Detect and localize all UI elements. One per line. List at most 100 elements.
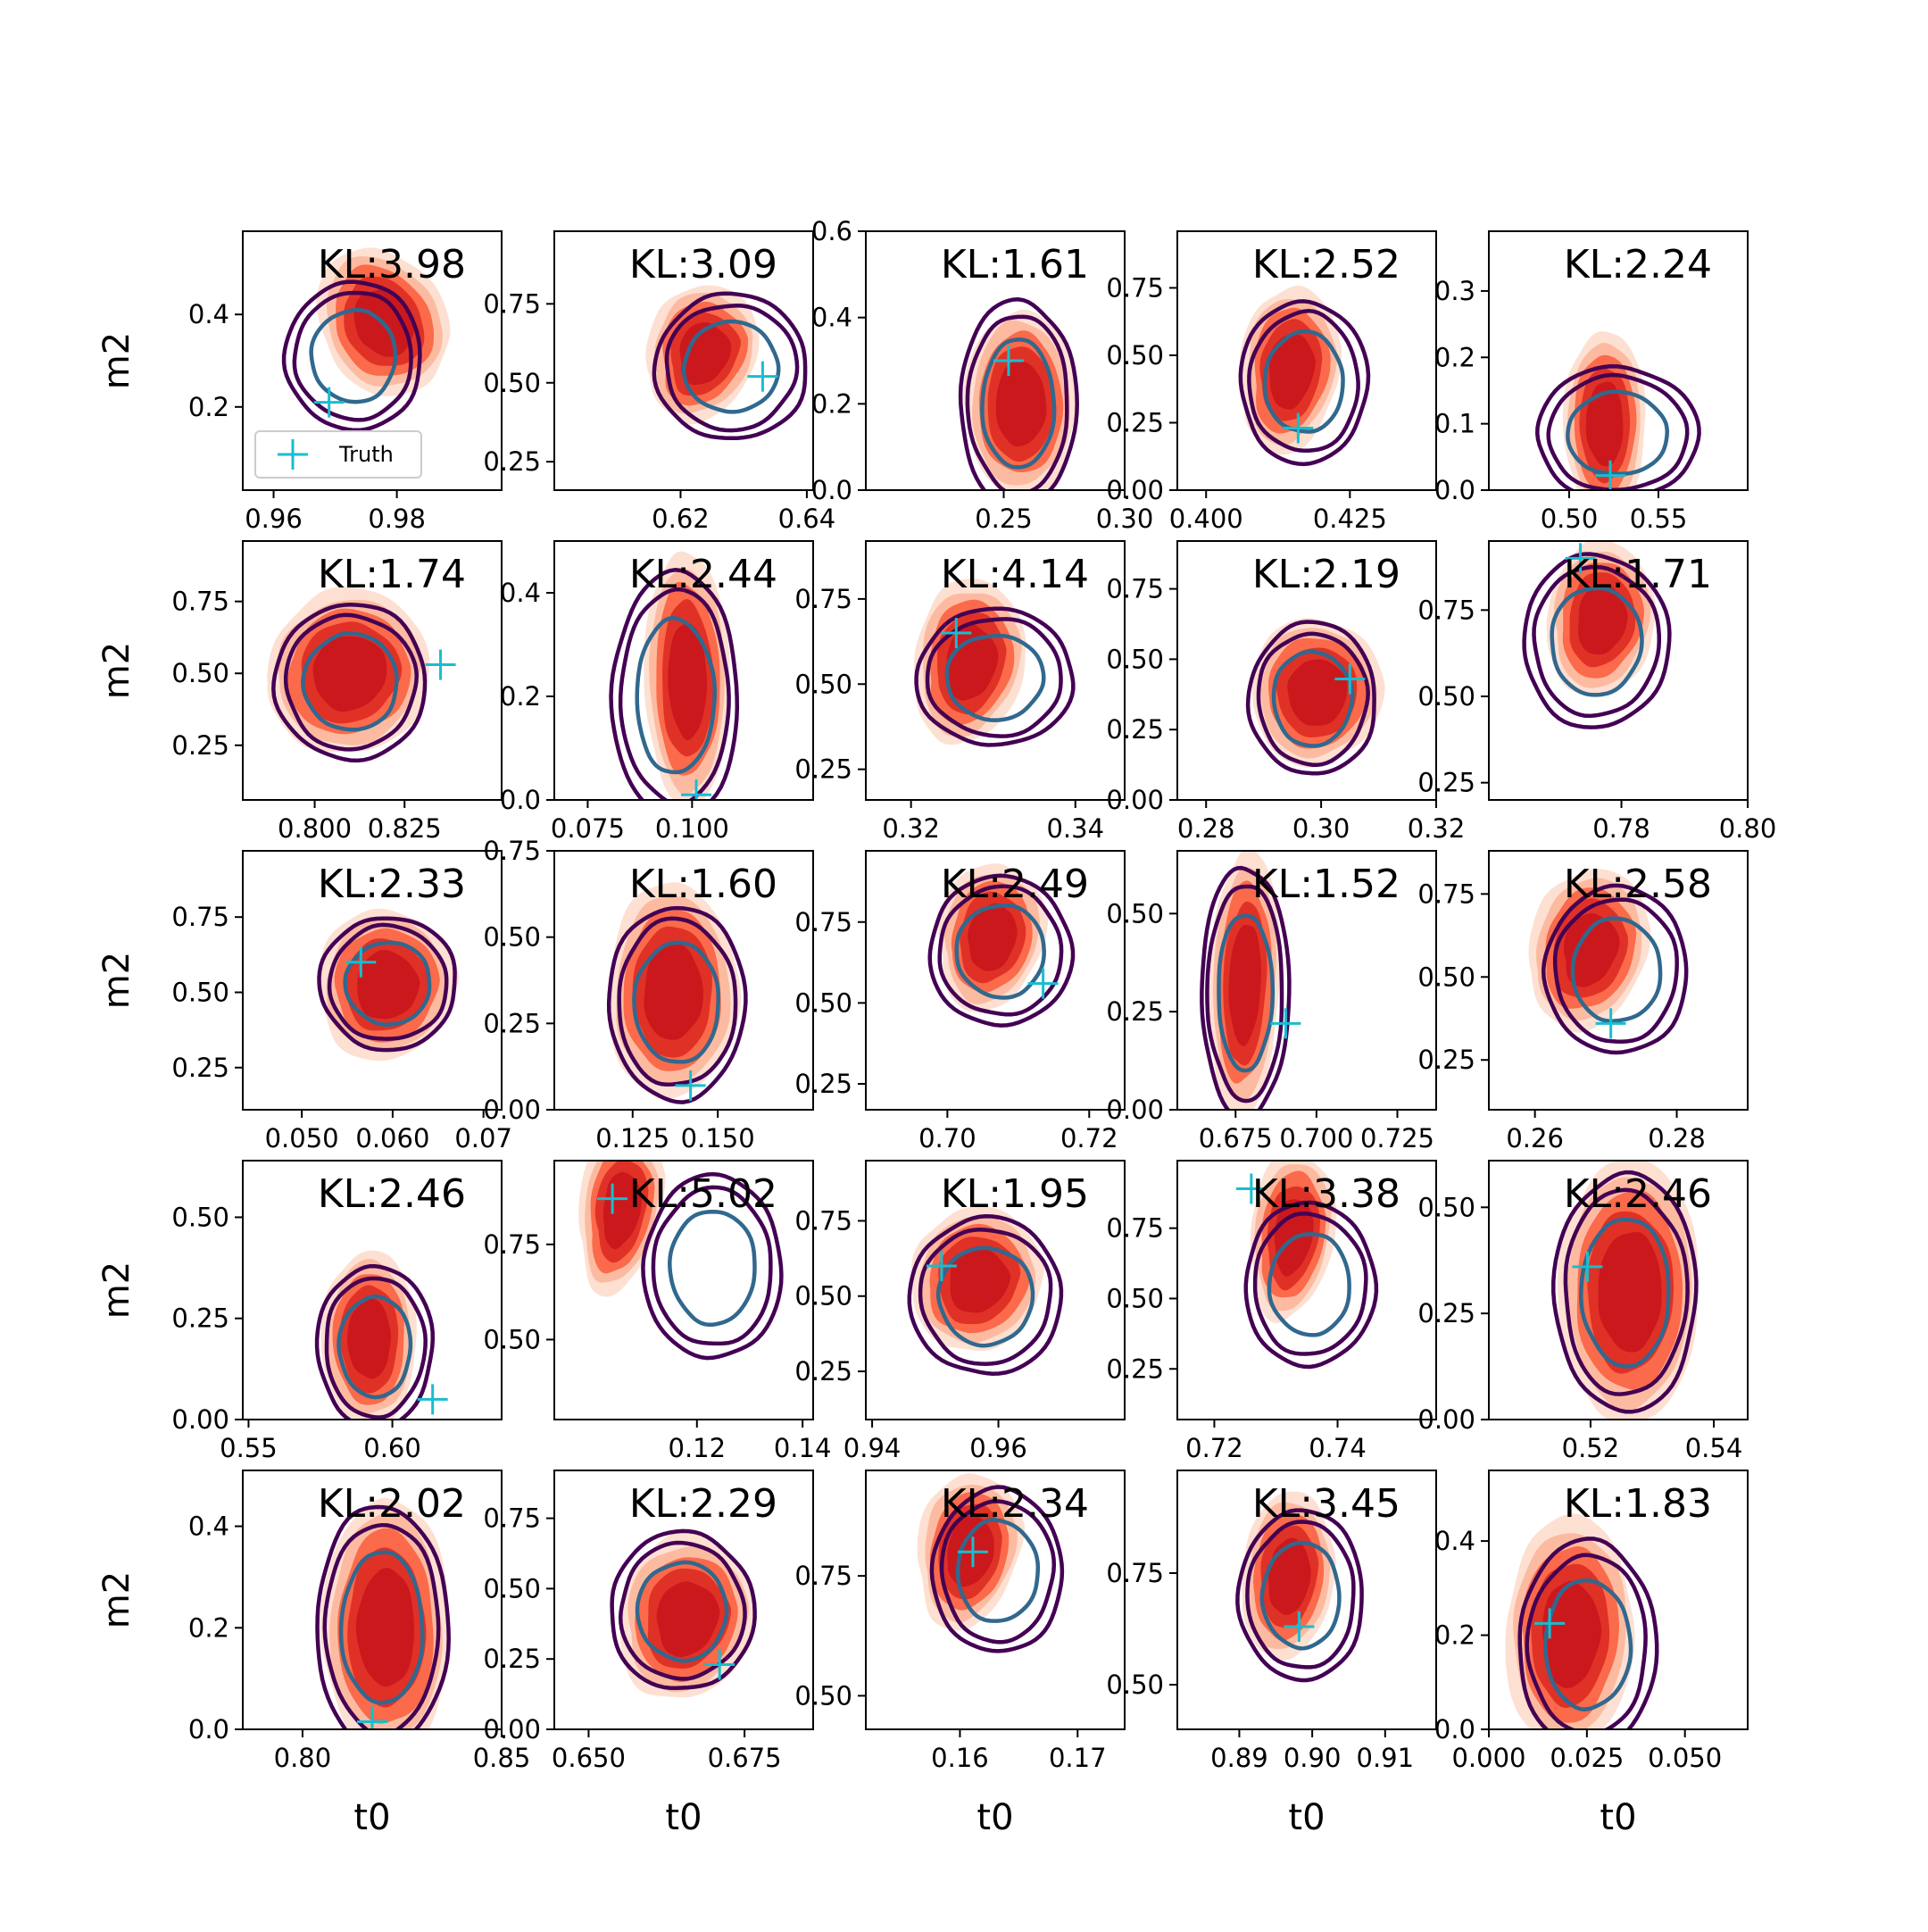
y-tick-label: 0.25 (1417, 1045, 1475, 1075)
truth-marker (1235, 1173, 1267, 1204)
axes-frame (242, 230, 503, 491)
predicted-contour-inner (635, 615, 718, 775)
truth-marker (1027, 968, 1059, 999)
y-tick-label: 0.75 (171, 902, 229, 932)
predicted-contour-outer (958, 297, 1079, 490)
y-tick-label: 0.25 (483, 1008, 541, 1038)
y-tick-label: 0.25 (794, 1356, 852, 1387)
predicted-contour-inner (1566, 389, 1669, 476)
plot-area (1505, 1513, 1659, 1729)
subplot-kl-label: KL:2.29 (629, 1481, 777, 1527)
plot-area (1238, 286, 1371, 467)
x-tick-label: 0.28 (1177, 813, 1235, 844)
subplot-kl-label: KL:2.02 (318, 1481, 466, 1527)
x-tick-label: 0.74 (1309, 1433, 1367, 1463)
x-tick-label: 0.55 (1630, 504, 1688, 534)
predicted-contour-outer (927, 873, 1076, 1028)
x-tick-label: 0.72 (1185, 1433, 1243, 1463)
predicted-contour-inner (337, 1294, 413, 1400)
truth-marker (704, 1649, 735, 1680)
subplot-r4-c1: 0.650 0.675 0.00 0.25 0.50 0.75 KL:2.29 t0 (483, 1470, 814, 1838)
x-tick-label: 0.28 (1648, 1123, 1706, 1153)
y-tick-label: 0.00 (483, 1714, 541, 1745)
predicted-contour-inner (1550, 586, 1644, 697)
x-tick-label: 0.89 (1210, 1743, 1268, 1773)
subplot-kl-label: KL:3.98 (318, 242, 466, 287)
subplot-r4-c3: 0.89 0.90 0.91 0.50 0.75 KL:3.45 t0 (1106, 1470, 1437, 1838)
subplot-r4-c2: 0.16 0.17 0.50 0.75 KL:2.34 t0 (794, 1470, 1126, 1838)
y-tick-label: 0.25 (794, 754, 852, 785)
y-tick-label: 0.50 (171, 977, 229, 1007)
plot-area (914, 579, 1076, 747)
reference-density-level-5 (1268, 1537, 1311, 1615)
x-tick-label: 0.14 (774, 1433, 832, 1463)
plot-area (907, 1206, 1064, 1376)
axes-frame (553, 1470, 814, 1730)
subplot-r3-c3: 0.72 0.74 0.25 0.50 0.75 KL:3.38 (1106, 1160, 1437, 1463)
truth-marker (1565, 543, 1596, 574)
axes-frame (553, 850, 814, 1111)
predicted-contour-outer (914, 606, 1076, 747)
predicted-contour-middle (292, 290, 413, 422)
subplot-kl-label: KL:3.38 (1252, 1171, 1400, 1217)
subplot-kl-label: KL:2.24 (1564, 242, 1712, 287)
reference-density-level-5 (946, 624, 999, 701)
reference-density-level-5 (1578, 584, 1628, 655)
reference-density-level-5 (1228, 925, 1261, 1046)
x-tick-label: 0.075 (551, 813, 625, 844)
y-tick-label: 0.50 (1106, 898, 1164, 929)
x-tick-label: 0.60 (363, 1433, 421, 1463)
predicted-contour-inner (1570, 916, 1663, 1023)
y-tick-label: 0.75 (483, 288, 541, 319)
y-tick-label: 0.4 (1434, 1526, 1475, 1556)
subplot-kl-label: KL:2.44 (629, 552, 777, 597)
predicted-contour-outer (1238, 299, 1371, 467)
reference-density-level-5 (1563, 912, 1620, 987)
x-tick-label: 0.100 (655, 813, 729, 844)
x-tick-label: 0.32 (882, 813, 940, 844)
reference-density-level-5 (950, 1247, 1010, 1313)
legend-box (254, 430, 422, 479)
x-tick-label: 0.07 (454, 1123, 512, 1153)
subplot-r2-c4: 0.26 0.28 0.25 0.50 0.75 KL:2.58 (1417, 850, 1749, 1153)
subplot-kl-label: KL:4.14 (941, 552, 1089, 597)
x-tick-label: 0.96 (969, 1433, 1027, 1463)
plot-area (927, 863, 1076, 1028)
predicted-contour-inner (681, 319, 781, 414)
y-tick-label: 0.50 (171, 658, 229, 688)
x-tick-label: 0.050 (265, 1123, 339, 1153)
predicted-contour-outer (1517, 1536, 1659, 1729)
y-tick-label: 0.50 (1106, 1283, 1164, 1313)
y-tick-label: 0.50 (1417, 681, 1475, 712)
y-tick-label: 0.4 (500, 578, 541, 608)
x-tick-label: 0.16 (931, 1743, 989, 1773)
plot-area (317, 908, 460, 1062)
axes-frame (1176, 850, 1437, 1111)
y-tick-label: 0.25 (483, 446, 541, 477)
plot-area (645, 285, 808, 441)
y-tick-label: 0.50 (1106, 340, 1164, 371)
truth-marker (597, 1183, 628, 1214)
subplot-r3-c1: 0.12 0.14 0.50 0.75 KL:5.02 (483, 1160, 832, 1463)
y-tick-label: 0.25 (1106, 407, 1164, 437)
predicted-contour-outer (929, 1485, 1065, 1653)
subplot-kl-label: KL:1.71 (1564, 552, 1712, 597)
y-tick-label: 0.4 (811, 303, 852, 333)
y-tick-label: 0.25 (171, 1053, 229, 1083)
y-tick-label: 0.0 (1434, 1714, 1475, 1745)
x-tick-label: 0.98 (368, 504, 426, 534)
plot-area (917, 1473, 1065, 1653)
predicted-contour-middle (1247, 308, 1360, 454)
predicted-contour-inner (1217, 913, 1276, 1073)
reference-density-level-5 (1598, 1231, 1662, 1353)
plot-area (1245, 618, 1385, 776)
x-tick-label: 0.125 (595, 1123, 669, 1153)
y-tick-label: 0.00 (1106, 785, 1164, 815)
subplot-kl-label: KL:1.60 (629, 862, 777, 907)
subplot-r3-c0: 0.55 0.60 0.00 0.25 0.50 KL:2.46 m2 (96, 1160, 503, 1463)
y-tick-label: 0.2 (188, 392, 229, 422)
x-tick-label: 0.50 (1541, 504, 1599, 534)
subplot-kl-label: KL:3.09 (629, 242, 777, 287)
y-tick-label: 0.25 (171, 1303, 229, 1334)
